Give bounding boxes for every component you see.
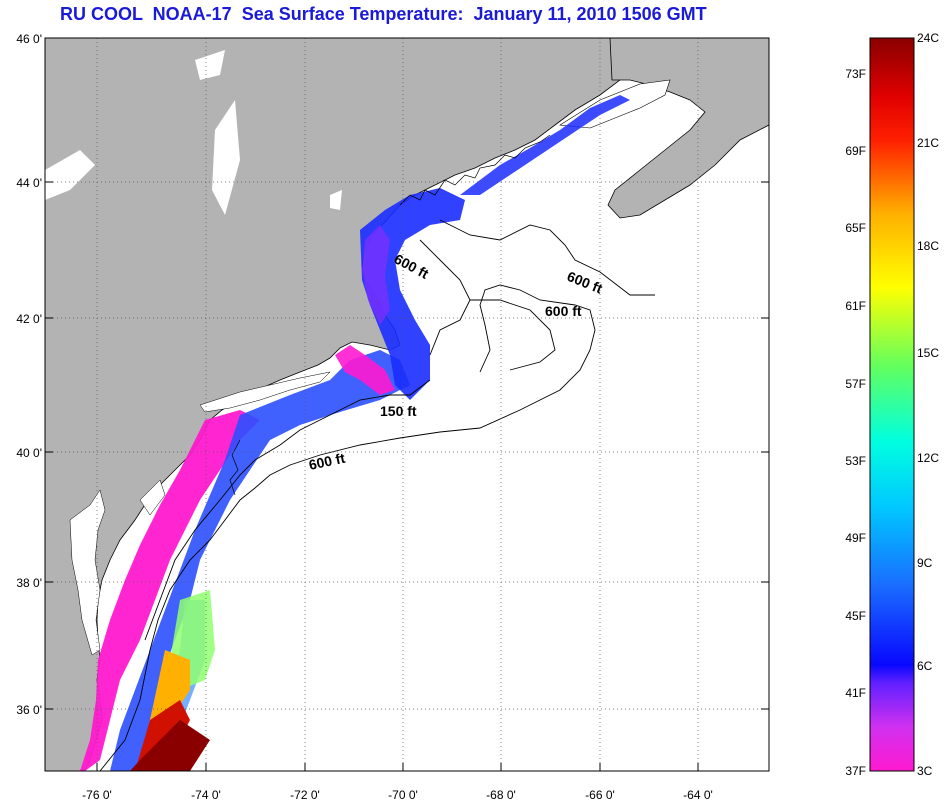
axis-ticks <box>45 37 769 771</box>
contour-gulf-interior <box>419 239 471 356</box>
graticule <box>45 38 769 771</box>
lon-tick-label: -76 0' <box>82 788 112 802</box>
lon-tick-label: -66 0' <box>585 788 615 802</box>
map-frame <box>44 37 770 772</box>
delaware-bay <box>139 479 166 516</box>
lon-tick-label: -64 0' <box>683 788 713 802</box>
colorbar-fahrenheit-labels: 73F 69F 65F 61F 57F 53F 49F 45F 41F 37F <box>845 67 866 778</box>
colorbar-c-label: 18C <box>917 239 939 253</box>
land-mainland <box>45 38 769 771</box>
contour-georges-bank <box>470 299 556 371</box>
colorbar-c-label: 9C <box>917 556 933 570</box>
colorbar-c-label: 21C <box>917 136 939 150</box>
lon-tick-label: -70 0' <box>388 788 418 802</box>
long-island-sound <box>199 371 331 413</box>
colorbar-f-label: 69F <box>845 144 866 158</box>
lat-tick-label: 42 0' <box>16 312 42 326</box>
colorbar-f-label: 49F <box>845 531 866 545</box>
colorbar <box>869 37 915 772</box>
inland-lake <box>195 50 225 80</box>
coastline-detail <box>229 134 551 496</box>
contour-label: 150 ft <box>380 403 417 419</box>
sst-pink-coastal <box>80 410 260 771</box>
inland-lake <box>45 150 95 200</box>
colorbar-f-label: 53F <box>845 454 866 468</box>
colorbar-f-label: 37F <box>845 764 866 778</box>
lat-tick-label: 38 0' <box>16 576 42 590</box>
lon-tick-label: -68 0' <box>486 788 516 802</box>
chesapeake-bay <box>69 489 106 656</box>
colorbar-f-label: 61F <box>845 299 866 313</box>
colorbar-f-label: 65F <box>845 221 866 235</box>
inland-lake <box>212 100 240 215</box>
contour-label: 600 ft <box>307 450 346 473</box>
bathymetry-contours <box>99 219 655 771</box>
colorbar-celsius-labels: 24C 21C 18C 15C 12C 9C 6C 3C <box>917 31 939 778</box>
contour-600ft-shelf <box>99 284 596 771</box>
colorbar-c-label: 24C <box>917 31 939 45</box>
lat-tick-label: 36 0' <box>16 703 42 717</box>
sst-cape-cod-pink <box>335 345 395 395</box>
sst-gulf-of-maine-purple <box>362 225 390 325</box>
lon-tick-label: -72 0' <box>290 788 320 802</box>
colorbar-f-label: 57F <box>845 377 866 391</box>
sst-maine-coast-blue <box>460 95 630 195</box>
colorbar-c-label: 6C <box>917 659 933 673</box>
lat-tick-label: 46 0' <box>16 32 42 46</box>
lon-tick-label: -74 0' <box>191 788 221 802</box>
sst-dark-red <box>130 720 210 771</box>
lat-tick-label: 40 0' <box>16 446 42 460</box>
colorbar-f-label: 41F <box>845 686 866 700</box>
sst-data-layer <box>80 95 630 771</box>
colorbar-f-label: 73F <box>845 67 866 81</box>
lat-tick-label: 44 0' <box>16 176 42 190</box>
colorbar-c-label: 3C <box>917 764 933 778</box>
map-title: RU COOL NOAA-17 Sea Surface Temperature:… <box>60 4 707 24</box>
contour-gulf-maine <box>439 219 655 296</box>
contour-150ft <box>144 379 431 641</box>
colorbar-c-label: 12C <box>917 451 939 465</box>
contour-label: 600 ft <box>545 303 582 319</box>
colorbar-f-label: 45F <box>845 609 866 623</box>
colorbar-c-label: 15C <box>917 346 939 360</box>
inland-lake <box>330 190 342 210</box>
